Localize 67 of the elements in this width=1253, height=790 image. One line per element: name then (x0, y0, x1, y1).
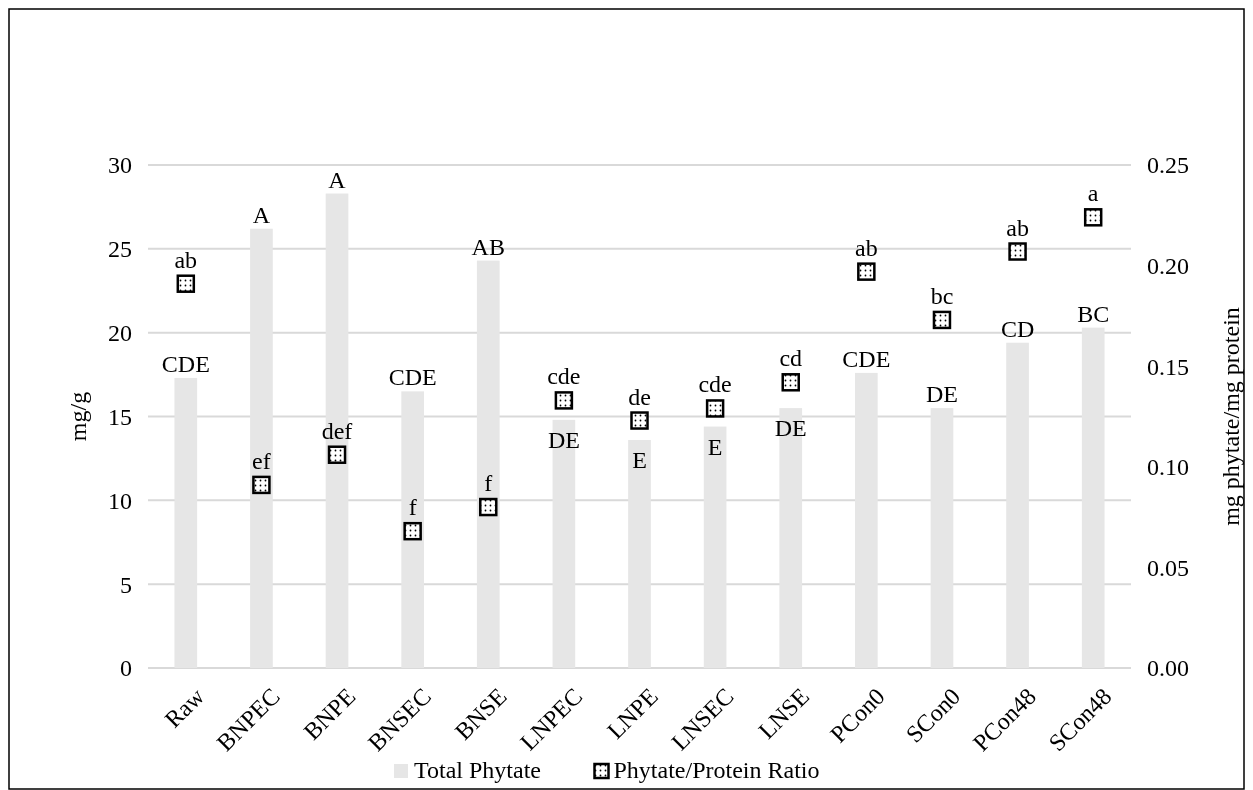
data-label: AB (471, 233, 505, 260)
legend-label: Phytate/Protein Ratio (613, 757, 820, 783)
data-label: de (628, 383, 651, 410)
bar (174, 377, 198, 668)
x-tick-label: Raw (159, 682, 210, 733)
data-label: DE (547, 426, 580, 453)
data-label: A (252, 201, 271, 228)
y-tick-label: 10 (108, 487, 132, 514)
y2-tick-label: 0.10 (1147, 454, 1189, 481)
point (705, 399, 725, 418)
y-tick-label: 15 (108, 403, 132, 430)
legend-label: Total Phytate (414, 757, 541, 783)
point (176, 274, 196, 293)
data-label: CD (1000, 315, 1035, 342)
point (403, 521, 422, 541)
data-label: DE (925, 381, 958, 408)
y-tick-label: 0 (120, 655, 132, 682)
y2-axis-title: mg phytate/mg protein (1218, 307, 1244, 526)
y-tick-label: 20 (108, 320, 132, 347)
data-label: f (484, 470, 493, 497)
y-axis-title: mg/g (65, 391, 91, 442)
data-label: ab (174, 246, 198, 273)
y-tick-label: 5 (120, 571, 132, 598)
data-label: ab (1006, 214, 1029, 241)
point (932, 310, 952, 330)
bar (401, 391, 424, 668)
data-label: cde (698, 371, 732, 398)
data-label: bc (930, 282, 954, 309)
data-label: ef (252, 447, 271, 474)
data-label: CDE (161, 350, 210, 377)
point (1008, 242, 1027, 261)
data-label: A (328, 166, 347, 193)
bar (250, 228, 273, 668)
bar (930, 408, 954, 668)
y-tick-label: 30 (108, 152, 132, 179)
point (781, 373, 800, 392)
data-label: DE (774, 415, 807, 442)
data-label: E (707, 433, 723, 460)
y2-tick-label: 0.25 (1147, 152, 1189, 179)
point (554, 391, 574, 410)
data-label: CDE (388, 364, 437, 391)
point (857, 262, 876, 281)
bar (1081, 327, 1105, 668)
data-label: f (408, 494, 417, 521)
data-label: a (1087, 180, 1099, 207)
bar (703, 426, 727, 668)
y-tick-label: 25 (108, 236, 132, 263)
data-label: BC (1077, 300, 1110, 327)
bar (1006, 342, 1029, 668)
data-label: CDE (842, 345, 891, 372)
bar (855, 372, 878, 668)
bar (628, 439, 651, 668)
y2-tick-label: 0.00 (1147, 655, 1189, 682)
y2-tick-label: 0.05 (1147, 554, 1189, 581)
data-label: cde (547, 363, 581, 390)
y2-tick-label: 0.20 (1147, 253, 1189, 279)
point (630, 411, 649, 430)
point (327, 445, 347, 464)
data-label: cd (779, 345, 803, 372)
point (1083, 208, 1103, 227)
point (252, 475, 271, 495)
data-label: def (321, 417, 353, 444)
point (479, 497, 498, 517)
y2-tick-label: 0.15 (1147, 353, 1189, 380)
bar (476, 260, 500, 668)
data-label: ab (855, 234, 878, 261)
data-label: E (632, 446, 647, 473)
